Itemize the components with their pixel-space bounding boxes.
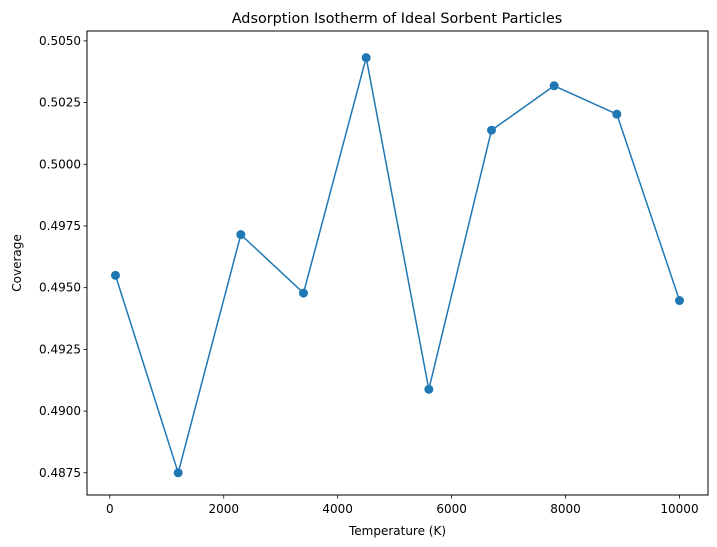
x-axis: 0 2000 4000 6000 8000 10000	[106, 495, 699, 516]
data-point	[549, 81, 559, 91]
y-tick-label: 0.4950	[39, 281, 81, 295]
plot-area	[110, 53, 685, 478]
y-axis-label: Coverage	[10, 234, 24, 292]
series-line	[114, 56, 681, 474]
data-point	[298, 288, 308, 298]
x-axis-label: Temperature (K)	[348, 524, 446, 538]
data-point	[675, 296, 685, 306]
data-point	[110, 270, 120, 280]
x-tick-label: 0	[106, 502, 114, 516]
x-tick-label: 10000	[660, 502, 698, 516]
chart-title: Adsorption Isotherm of Ideal Sorbent Par…	[232, 11, 563, 27]
y-tick-label: 0.5000	[39, 157, 81, 171]
data-point	[424, 384, 434, 394]
x-tick-label: 2000	[208, 502, 239, 516]
data-point	[361, 53, 371, 63]
data-point	[236, 230, 246, 240]
data-point	[487, 125, 497, 135]
y-tick-label: 0.5050	[39, 34, 81, 48]
y-tick-label: 0.4925	[39, 342, 81, 356]
x-tick-label: 8000	[550, 502, 581, 516]
data-point	[612, 109, 622, 119]
y-tick-label: 0.4875	[39, 466, 81, 480]
axes-frame	[86, 30, 709, 496]
y-tick-label: 0.4900	[39, 404, 81, 418]
y-tick-label: 0.5025	[39, 96, 81, 110]
x-tick-label: 6000	[436, 502, 467, 516]
y-tick-label: 0.4975	[39, 219, 81, 233]
x-tick-label: 4000	[322, 502, 353, 516]
data-point	[173, 468, 183, 478]
y-axis: 0.4875 0.4900 0.4925 0.4950 0.4975 0.5000 0.50…	[39, 34, 87, 480]
